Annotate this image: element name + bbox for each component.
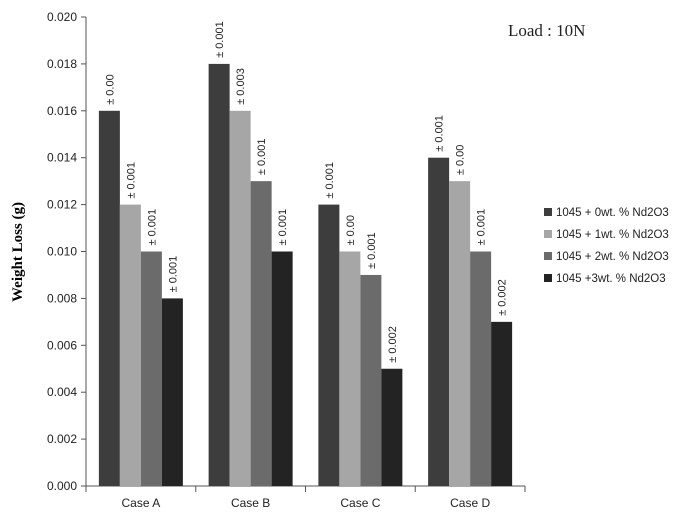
error-label: ± 0.001 bbox=[214, 21, 226, 58]
x-category-label: Case C bbox=[340, 496, 380, 510]
error-label: ± 0.001 bbox=[125, 162, 137, 199]
y-tick-label: 0.012 bbox=[47, 198, 77, 212]
legend-swatch bbox=[544, 230, 552, 238]
legend: 1045 + 0wt. % Nd2O3 1045 + 1wt. % Nd2O3 10… bbox=[544, 207, 669, 285]
y-tick-label: 0.004 bbox=[47, 385, 77, 399]
y-axis-ticks: 0.000 0.002 0.004 0.006 0.008 0.010 0.012 0.014… bbox=[47, 10, 86, 493]
y-tick-label: 0.016 bbox=[47, 104, 77, 118]
bar bbox=[339, 251, 361, 486]
error-label: ± 0.00 bbox=[345, 215, 357, 246]
error-label: ± 0.002 bbox=[387, 326, 399, 363]
bar-series bbox=[98, 63, 513, 487]
bar bbox=[449, 181, 471, 486]
error-label: ± 0.00 bbox=[455, 145, 467, 176]
bar bbox=[98, 110, 120, 487]
error-label: ± 0.001 bbox=[434, 115, 446, 152]
y-tick-label: 0.010 bbox=[47, 245, 77, 259]
y-tick-label: 0.020 bbox=[47, 10, 77, 24]
bar bbox=[318, 204, 340, 486]
error-label: ± 0.001 bbox=[256, 139, 268, 176]
y-tick-label: 0.002 bbox=[47, 432, 77, 446]
y-tick-label: 0.000 bbox=[47, 479, 77, 493]
error-label: ± 0.001 bbox=[324, 162, 336, 199]
legend-swatch bbox=[544, 274, 552, 282]
bar bbox=[491, 321, 513, 486]
bar bbox=[140, 251, 162, 486]
error-labels: ± 0.00 ± 0.001 ± 0.001 ± 0.001 ± 0.001 ± 0.00… bbox=[104, 21, 508, 362]
bar bbox=[428, 157, 450, 486]
error-label: ± 0.001 bbox=[146, 209, 158, 246]
y-tick-label: 0.006 bbox=[47, 338, 77, 352]
bar bbox=[229, 110, 251, 487]
load-annotation: Load : 10N bbox=[508, 21, 585, 40]
error-label: ± 0.00 bbox=[104, 74, 116, 105]
bar bbox=[119, 204, 141, 486]
y-axis-label: Weight Loss (g) bbox=[10, 202, 26, 302]
legend-label: 1045 + 1wt. % Nd2O3 bbox=[556, 229, 669, 241]
x-category-label: Case B bbox=[231, 496, 270, 510]
y-tick-label: 0.018 bbox=[47, 57, 77, 71]
bar bbox=[381, 368, 403, 486]
bar bbox=[161, 298, 183, 486]
bar bbox=[360, 274, 382, 486]
legend-swatch bbox=[544, 252, 552, 260]
legend-label: 1045 + 2wt. % Nd2O3 bbox=[556, 251, 669, 263]
y-tick-label: 0.014 bbox=[47, 151, 77, 165]
x-axis-ticks: Case A Case B Case C Case D bbox=[85, 486, 526, 510]
legend-label: 1045 +3wt. % Nd2O3 bbox=[556, 273, 666, 285]
x-category-label: Case A bbox=[122, 496, 161, 510]
legend-swatch bbox=[544, 208, 552, 216]
error-label: ± 0.001 bbox=[167, 256, 179, 293]
x-category-label: Case D bbox=[450, 496, 490, 510]
error-label: ± 0.003 bbox=[235, 68, 247, 105]
bar bbox=[470, 251, 492, 486]
legend-label: 1045 + 0wt. % Nd2O3 bbox=[556, 207, 669, 219]
bar bbox=[208, 63, 230, 487]
y-tick-label: 0.008 bbox=[47, 291, 77, 305]
bar bbox=[271, 251, 293, 486]
error-label: ± 0.002 bbox=[497, 279, 509, 316]
bar bbox=[250, 181, 272, 486]
error-label: ± 0.001 bbox=[366, 232, 378, 269]
error-label: ± 0.001 bbox=[476, 209, 488, 246]
error-label: ± 0.001 bbox=[277, 209, 289, 246]
